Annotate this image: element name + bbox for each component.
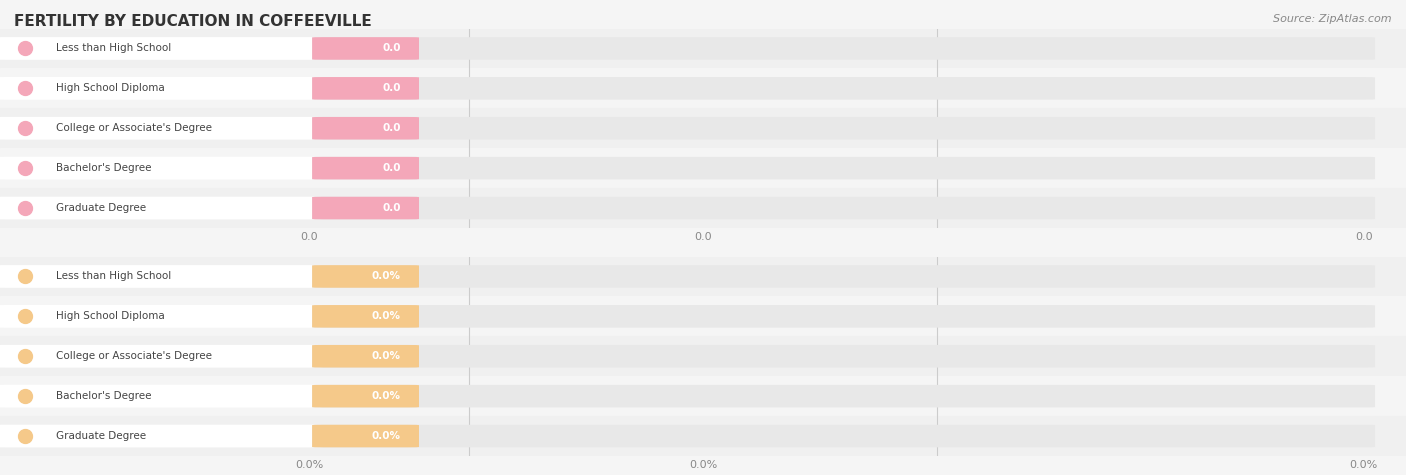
Text: Less than High School: Less than High School: [56, 271, 172, 282]
Bar: [0, 28, 1406, 68]
FancyBboxPatch shape: [312, 345, 1375, 368]
FancyBboxPatch shape: [312, 265, 419, 288]
Text: 0.0: 0.0: [382, 83, 401, 94]
Bar: [0, 256, 1406, 296]
Text: 0.0%: 0.0%: [371, 391, 401, 401]
Text: Graduate Degree: Graduate Degree: [56, 431, 146, 441]
FancyBboxPatch shape: [312, 265, 1375, 288]
Bar: [0, 296, 1406, 336]
FancyBboxPatch shape: [0, 305, 323, 328]
Bar: [0, 148, 1406, 188]
Text: 0.0%: 0.0%: [371, 311, 401, 322]
FancyBboxPatch shape: [0, 197, 323, 219]
Text: Graduate Degree: Graduate Degree: [56, 203, 146, 213]
FancyBboxPatch shape: [312, 117, 1375, 140]
FancyBboxPatch shape: [0, 385, 323, 408]
Text: 0.0: 0.0: [382, 163, 401, 173]
Bar: [0, 336, 1406, 376]
FancyBboxPatch shape: [0, 425, 323, 447]
Bar: [0, 376, 1406, 416]
FancyBboxPatch shape: [312, 37, 419, 60]
FancyBboxPatch shape: [312, 425, 419, 447]
Text: College or Associate's Degree: College or Associate's Degree: [56, 123, 212, 133]
Text: 0.0%: 0.0%: [371, 431, 401, 441]
FancyBboxPatch shape: [312, 37, 1375, 60]
FancyBboxPatch shape: [312, 425, 1375, 447]
Text: Bachelor's Degree: Bachelor's Degree: [56, 163, 152, 173]
FancyBboxPatch shape: [312, 117, 419, 140]
Text: FERTILITY BY EDUCATION IN COFFEEVILLE: FERTILITY BY EDUCATION IN COFFEEVILLE: [14, 14, 371, 29]
Text: Less than High School: Less than High School: [56, 43, 172, 54]
Text: 0.0: 0.0: [382, 123, 401, 133]
FancyBboxPatch shape: [0, 37, 323, 60]
Bar: [0, 108, 1406, 148]
FancyBboxPatch shape: [0, 265, 323, 288]
FancyBboxPatch shape: [0, 157, 323, 180]
FancyBboxPatch shape: [312, 157, 1375, 180]
FancyBboxPatch shape: [0, 345, 323, 368]
FancyBboxPatch shape: [312, 305, 1375, 328]
FancyBboxPatch shape: [312, 77, 1375, 100]
FancyBboxPatch shape: [312, 197, 419, 219]
Text: Source: ZipAtlas.com: Source: ZipAtlas.com: [1274, 14, 1392, 24]
Bar: [0, 416, 1406, 456]
FancyBboxPatch shape: [312, 345, 419, 368]
FancyBboxPatch shape: [312, 197, 1375, 219]
Text: 0.0%: 0.0%: [371, 271, 401, 282]
Text: High School Diploma: High School Diploma: [56, 83, 165, 94]
FancyBboxPatch shape: [312, 385, 1375, 408]
Text: 0.0: 0.0: [382, 203, 401, 213]
FancyBboxPatch shape: [312, 77, 419, 100]
Text: High School Diploma: High School Diploma: [56, 311, 165, 322]
Text: 0.0: 0.0: [382, 43, 401, 54]
Text: College or Associate's Degree: College or Associate's Degree: [56, 351, 212, 361]
Text: 0.0%: 0.0%: [371, 351, 401, 361]
FancyBboxPatch shape: [312, 305, 419, 328]
Bar: [0, 188, 1406, 228]
Bar: [0, 68, 1406, 108]
FancyBboxPatch shape: [312, 157, 419, 180]
FancyBboxPatch shape: [0, 117, 323, 140]
FancyBboxPatch shape: [312, 385, 419, 408]
FancyBboxPatch shape: [0, 77, 323, 100]
Text: Bachelor's Degree: Bachelor's Degree: [56, 391, 152, 401]
